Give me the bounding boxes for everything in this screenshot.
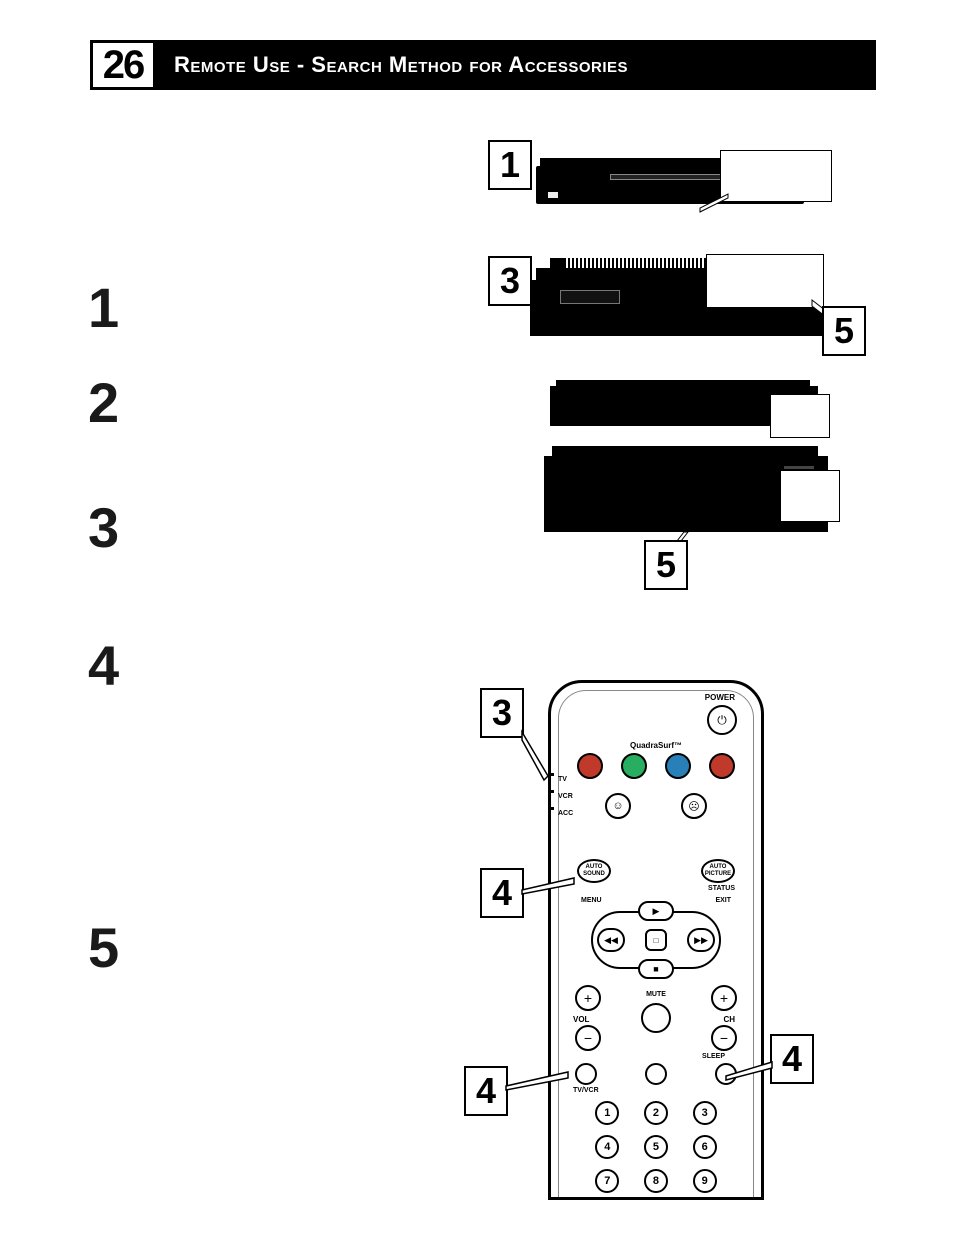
callout-number: 3 [500, 260, 520, 302]
keypad-key: 2 [644, 1101, 668, 1125]
autosound-label: AUTO SOUND [583, 864, 605, 877]
nav-glyph: ▶▶ [694, 935, 708, 946]
quad-button-icon [621, 753, 647, 779]
vol-label: VOL [573, 1015, 589, 1024]
nav-glyph: ■ [653, 964, 658, 974]
step-number: 1 [88, 280, 119, 336]
nav-glyph: □ [654, 936, 659, 945]
ch-label: CH [723, 1015, 735, 1024]
remote-illustration: POWER ⏻ QuadraSurf™ ☺ ☹ TV VCR ACC AUTO … [548, 680, 764, 1200]
keypad-key: 9 [693, 1169, 717, 1193]
callout-box: 3 [488, 256, 532, 306]
callout-box: 5 [822, 306, 866, 356]
indicator-tick [548, 807, 554, 810]
page-number-box: 26 [90, 40, 156, 90]
vol-plus-icon: + [575, 985, 601, 1011]
device-illustration [560, 290, 620, 304]
step-number: 2 [88, 375, 119, 431]
brand-label: QuadraSurf™ [630, 741, 682, 750]
dot-button-icon [645, 1063, 667, 1085]
ch-minus-icon: − [711, 1025, 737, 1051]
keypad-key: 3 [693, 1101, 717, 1125]
callout-box: 4 [770, 1034, 814, 1084]
device-illustration [530, 326, 822, 336]
device-label-box [720, 150, 832, 202]
callout-box: 4 [480, 868, 524, 918]
callout-number: 4 [492, 872, 512, 914]
callout-box: 4 [464, 1066, 508, 1116]
tvvcr-label: TV/VCR [573, 1087, 599, 1094]
face-row: ☺ ☹ [605, 793, 707, 819]
sleep-label: SLEEP [702, 1053, 725, 1060]
nav-left-icon: ◀◀ [597, 928, 625, 952]
tvvcr-button-icon [575, 1063, 597, 1085]
callout-number: 1 [500, 144, 520, 186]
nav-down-icon: ■ [638, 959, 674, 979]
function-row [575, 1063, 737, 1085]
face-button-icon: ☺ [605, 793, 631, 819]
autopicture-button-icon: AUTO PICTURE [701, 859, 735, 883]
quad-button-icon [577, 753, 603, 779]
autopicture-label: AUTO PICTURE [705, 864, 731, 877]
keypad-key: 6 [693, 1135, 717, 1159]
sleep-button-icon [715, 1063, 737, 1085]
keypad-key: 5 [644, 1135, 668, 1159]
mute-button-icon [641, 1003, 671, 1033]
callout-box: 3 [480, 688, 524, 738]
device-label-box [780, 470, 840, 522]
nav-right-icon: ▶▶ [687, 928, 715, 952]
device-illustration [564, 258, 704, 268]
device-label-box [706, 254, 824, 308]
power-button-icon: ⏻ [707, 705, 737, 735]
face-button-icon: ☹ [681, 793, 707, 819]
number-keypad: 1 2 3 4 5 6 7 8 9 CC 0 A/CH [591, 1101, 721, 1200]
mute-label: MUTE [646, 991, 666, 998]
nav-center-icon: □ [645, 929, 667, 951]
power-label: POWER [705, 693, 735, 702]
quad-button-icon [709, 753, 735, 779]
nav-cluster: ▶ ■ ◀◀ ▶▶ □ [591, 901, 721, 979]
step-number: 3 [88, 500, 119, 556]
indicator-tick [548, 773, 554, 776]
keypad-key: 8 [644, 1169, 668, 1193]
device-illustration [548, 192, 558, 198]
ch-plus-icon: + [711, 985, 737, 1011]
callout-box: 5 [644, 540, 688, 590]
indicator-label: VCR [558, 793, 573, 800]
vol-minus-icon: − [575, 1025, 601, 1051]
step-number: 5 [88, 920, 119, 976]
indicator-tick [548, 790, 554, 793]
device-illustration [552, 446, 818, 456]
page-number: 26 [103, 43, 144, 88]
callout-number: 5 [656, 544, 676, 586]
section-title-bar: Remote Use - Search Method for Accessori… [156, 40, 876, 90]
nav-up-icon: ▶ [638, 901, 674, 921]
keypad-key: 1 [595, 1101, 619, 1125]
device-label-box [770, 394, 830, 438]
callout-box: 1 [488, 140, 532, 190]
nav-glyph: ◀◀ [604, 935, 618, 946]
nav-glyph: ▶ [653, 906, 660, 917]
callout-number: 5 [834, 310, 854, 352]
callout-number: 3 [492, 692, 512, 734]
mode-indicators: TV VCR ACC [548, 773, 554, 810]
keypad-key: 7 [595, 1169, 619, 1193]
indicator-label: ACC [558, 810, 573, 817]
section-title: Remote Use - Search Method for Accessori… [174, 52, 628, 78]
callout-number: 4 [476, 1070, 496, 1112]
keypad-key: 4 [595, 1135, 619, 1159]
indicator-label: TV [558, 776, 567, 783]
quad-button-icon [665, 753, 691, 779]
autosound-button-icon: AUTO SOUND [577, 859, 611, 883]
status-label: STATUS [708, 885, 735, 892]
quadrasurf-row [577, 753, 735, 779]
step-number: 4 [88, 638, 119, 694]
callout-number: 4 [782, 1038, 802, 1080]
